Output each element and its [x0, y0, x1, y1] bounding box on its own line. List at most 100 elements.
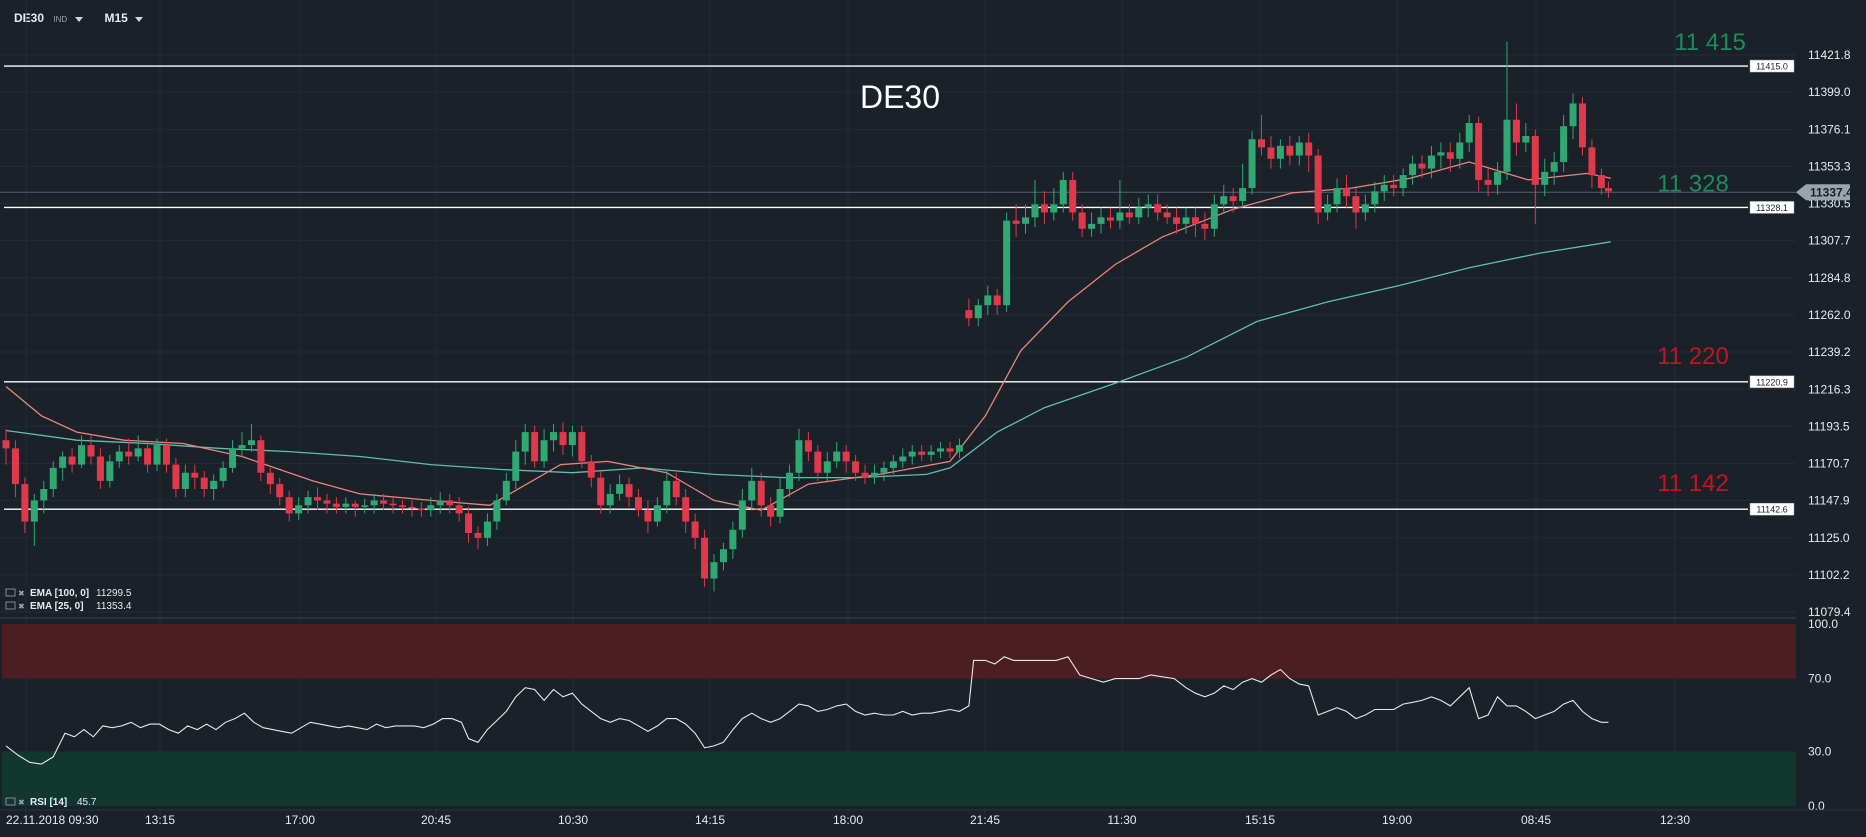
candle-body: [1361, 204, 1369, 213]
candle-body: [483, 521, 491, 538]
candle: [663, 471, 671, 514]
candle: [210, 474, 218, 501]
candle-body: [748, 480, 756, 501]
candle: [1229, 188, 1237, 213]
candle-body: [701, 537, 709, 579]
price-tick-label: 11376.1: [1808, 122, 1851, 136]
candle: [78, 435, 86, 468]
candle: [880, 461, 888, 481]
candle: [238, 432, 246, 457]
candle-body: [493, 500, 501, 522]
candle-body: [162, 445, 170, 465]
candle-body: [719, 549, 727, 563]
candle: [436, 492, 444, 514]
candle: [965, 298, 973, 327]
candle: [304, 490, 312, 514]
candle-body: [1541, 171, 1549, 185]
timeframe-selector[interactable]: M15: [105, 11, 144, 25]
candle-body: [1106, 217, 1114, 221]
candle-body: [408, 506, 416, 509]
candle-body: [1088, 223, 1096, 229]
candle: [1106, 207, 1114, 229]
candle: [1380, 175, 1388, 202]
candle: [1069, 171, 1077, 221]
candle: [531, 425, 539, 468]
candle-body: [1465, 122, 1473, 143]
candle-body: [946, 448, 954, 452]
rsi-tick-label: 100.0: [1808, 617, 1838, 631]
candle-body: [823, 461, 831, 473]
candle: [455, 497, 463, 522]
candle: [1352, 188, 1360, 229]
time-tick-label: 18:00: [833, 813, 863, 827]
candle: [332, 497, 340, 514]
symbol-selector[interactable]: DE30 IND: [14, 11, 99, 25]
candle-body: [1125, 212, 1133, 218]
candle: [361, 498, 369, 514]
candle-body: [1427, 155, 1435, 169]
candle: [295, 497, 303, 520]
level-tag-label: 11415.0: [1756, 62, 1788, 72]
close-icon: ✖: [18, 589, 25, 598]
candle: [1503, 41, 1511, 180]
symbol-label: DE30: [14, 11, 45, 25]
candle: [1125, 204, 1133, 224]
candle: [162, 438, 170, 473]
candle-body: [1380, 184, 1388, 192]
candle-body: [87, 445, 95, 457]
candle: [757, 472, 765, 517]
rsi-line: [5, 656, 1609, 765]
candle-body: [389, 503, 397, 506]
candle-body: [1163, 212, 1171, 218]
candle-body: [842, 451, 850, 462]
candle: [1059, 171, 1067, 213]
candle-body: [1182, 217, 1190, 224]
candle: [908, 445, 916, 465]
price-tick-label: 11262.0: [1808, 308, 1851, 322]
candle: [937, 441, 945, 459]
candle: [842, 445, 850, 473]
candle-body: [559, 432, 567, 446]
candle-body: [1333, 188, 1341, 205]
candle-body: [219, 467, 227, 481]
candle-body: [1097, 217, 1105, 224]
candle: [1371, 181, 1379, 213]
candle-body: [804, 440, 812, 452]
candle: [852, 454, 860, 481]
candle: [1560, 114, 1568, 172]
candle: [870, 464, 878, 485]
candle-body: [30, 500, 38, 522]
chevron-down-icon: [74, 17, 83, 22]
candle: [521, 423, 529, 465]
candle: [1182, 207, 1190, 234]
candle-body: [1569, 103, 1577, 127]
close-icon: ✖: [18, 602, 25, 611]
candle: [682, 489, 690, 533]
candle-body: [1154, 204, 1162, 213]
candle: [1088, 212, 1096, 237]
candle-body: [606, 493, 614, 506]
candle: [68, 448, 76, 473]
candle: [417, 502, 425, 517]
time-tick-label: 21:45: [970, 813, 1000, 827]
candle: [427, 497, 435, 517]
candle-body: [78, 445, 86, 465]
candle: [1031, 179, 1039, 228]
time-tick-label: 15:15: [1245, 813, 1275, 827]
level-annotation: 11 142: [1657, 470, 1729, 497]
candle-body: [1003, 220, 1011, 306]
candle: [861, 464, 869, 485]
candle: [30, 493, 38, 546]
candle: [578, 425, 586, 468]
time-tick-label: 14:15: [695, 813, 725, 827]
candle-body: [1078, 212, 1086, 229]
candle-body: [644, 510, 652, 522]
candle: [946, 441, 954, 459]
candle: [672, 472, 680, 506]
candle: [1531, 129, 1539, 224]
candle-body: [1059, 179, 1067, 205]
price-tick-label: 11147.9: [1808, 494, 1850, 508]
candle-body: [2, 440, 10, 449]
candle-body: [1522, 136, 1530, 143]
